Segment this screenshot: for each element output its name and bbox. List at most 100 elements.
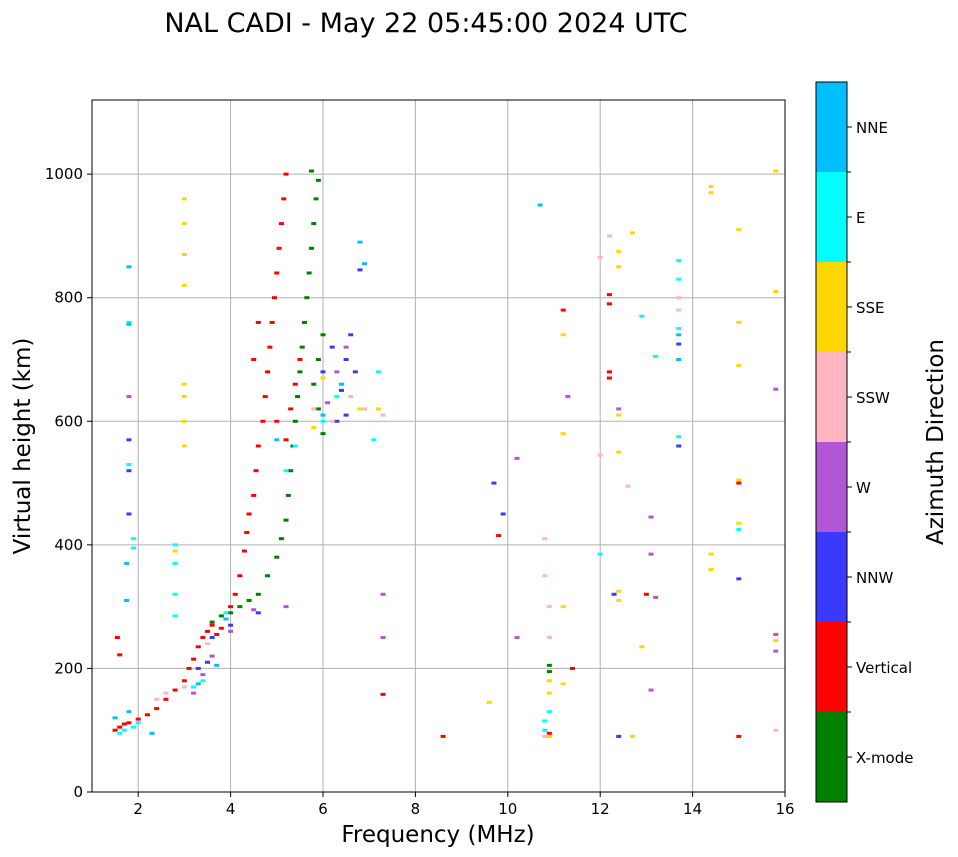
- data-point-sse: [708, 552, 714, 556]
- data-point-sse: [736, 320, 742, 324]
- data-point-x-mode: [302, 320, 308, 324]
- data-point-nnw: [500, 512, 506, 516]
- data-point-sse: [736, 478, 742, 482]
- data-point-x-mode: [274, 555, 280, 559]
- data-point-vertical: [271, 296, 277, 300]
- data-point-e: [375, 370, 381, 374]
- data-point-vertical: [255, 444, 261, 448]
- data-point-vertical: [606, 376, 612, 380]
- data-point-vertical: [121, 722, 127, 726]
- data-point-nne: [338, 382, 344, 386]
- data-point-x-mode: [546, 670, 552, 674]
- data-point-e: [200, 679, 206, 683]
- data-point-sse: [773, 290, 779, 294]
- colorbar-segment-x-mode: [816, 712, 847, 803]
- y-tick-label: 400: [54, 536, 83, 554]
- colorbar-segment-vertical: [816, 622, 847, 713]
- data-point-vertical: [117, 653, 123, 657]
- data-point-w: [773, 387, 779, 391]
- x-tick-label: 8: [411, 800, 421, 818]
- x-axis-label: Frequency (MHz): [341, 822, 534, 848]
- data-point-x-mode: [209, 620, 215, 624]
- data-point-e: [191, 685, 197, 689]
- data-point-x-mode: [237, 605, 243, 609]
- data-point-e: [676, 277, 682, 281]
- data-point-nne: [124, 598, 130, 602]
- x-tick-label: 16: [775, 800, 794, 818]
- data-point-vertical: [205, 629, 210, 633]
- data-point-sse: [616, 589, 622, 593]
- data-point-w: [380, 636, 386, 640]
- data-point-e: [676, 327, 682, 331]
- data-point-e: [546, 710, 552, 714]
- data-point-x-mode: [304, 296, 310, 300]
- data-point-vertical: [154, 707, 160, 711]
- data-point-w: [126, 395, 132, 399]
- data-point-e: [131, 546, 137, 550]
- data-point-ssw: [380, 413, 386, 417]
- data-point-ssw: [597, 453, 603, 457]
- data-point-vertical: [218, 626, 224, 630]
- data-point-vertical: [292, 382, 298, 386]
- data-point-ssw: [676, 296, 682, 300]
- x-tick-label: 10: [498, 800, 517, 818]
- data-point-sse: [616, 598, 622, 602]
- data-point-nnw: [736, 577, 742, 581]
- data-point-nnw: [126, 469, 132, 473]
- data-point-sse: [630, 734, 636, 738]
- data-point-vertical: [274, 271, 280, 275]
- data-point-nnw: [126, 512, 132, 516]
- data-point-e: [676, 259, 682, 263]
- y-tick-label: 0: [73, 783, 83, 801]
- data-point-nnw: [357, 268, 363, 272]
- data-point-sse: [616, 450, 622, 454]
- data-point-w: [773, 632, 779, 636]
- data-point-nne: [676, 358, 682, 361]
- data-point-nnw: [611, 592, 617, 596]
- data-point-nnw: [320, 370, 326, 374]
- data-point-vertical: [255, 320, 261, 324]
- data-point-e: [542, 728, 548, 732]
- data-point-w: [200, 673, 206, 677]
- data-point-vertical: [246, 512, 252, 516]
- data-point-vertical: [144, 713, 150, 717]
- data-point-vertical: [200, 636, 206, 640]
- data-point-ssw: [362, 407, 368, 411]
- data-point-w: [648, 688, 654, 692]
- data-point-w: [648, 515, 654, 519]
- data-point-e: [172, 592, 178, 596]
- data-point-sse: [616, 265, 622, 269]
- data-point-x-mode: [313, 197, 319, 201]
- data-point-nne: [362, 262, 368, 266]
- data-point-nnw: [676, 342, 682, 346]
- data-point-sse: [560, 333, 566, 337]
- y-tick-label: 200: [54, 659, 83, 677]
- data-point-vertical: [736, 734, 742, 738]
- data-point-vertical: [237, 574, 243, 578]
- data-point-w: [228, 629, 234, 633]
- data-point-sse: [736, 228, 742, 232]
- data-point-e: [121, 728, 127, 732]
- data-point-sse: [375, 407, 381, 411]
- data-point-ssw: [542, 537, 548, 541]
- data-point-sse: [639, 645, 645, 649]
- data-point-e: [126, 463, 132, 467]
- data-point-sse: [560, 432, 566, 436]
- data-point-x-mode: [297, 370, 303, 374]
- data-point-vertical: [606, 293, 612, 297]
- data-point-e: [135, 721, 141, 725]
- data-point-x-mode: [320, 432, 326, 436]
- colorbar-segment-nne: [816, 82, 847, 173]
- data-point-sse: [181, 252, 187, 256]
- data-point-x-mode: [308, 246, 314, 250]
- data-point-x-mode: [315, 178, 321, 182]
- data-point-vertical: [112, 728, 118, 732]
- data-point-vertical: [283, 172, 289, 176]
- data-point-e: [653, 354, 659, 358]
- data-point-nne: [126, 322, 132, 326]
- colorbar-tick-label: X-mode: [856, 749, 913, 767]
- data-point-sse: [546, 679, 552, 683]
- data-point-vertical: [253, 469, 259, 473]
- data-point-w: [514, 636, 520, 640]
- colorbar-tick-label: NNW: [856, 569, 893, 587]
